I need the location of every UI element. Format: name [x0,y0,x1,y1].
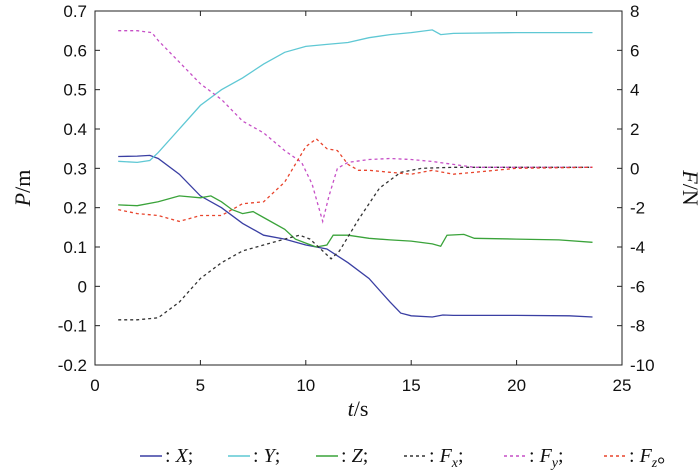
y-left-tick-label: 0.1 [63,238,87,257]
x-axis: 0 5 10 15 20 25 [90,11,631,395]
y-left-tick-label: 0.7 [63,2,87,21]
x-axis-title: t/s [348,396,369,421]
y-left-tick-label: 0.2 [63,199,87,218]
x-tick-label: 20 [507,376,526,395]
y-right-tick-label: 4 [630,81,639,100]
series-line-fz-5 [118,137,593,223]
x-tick-label: 5 [196,376,205,395]
y-right-tick-label: 0 [630,159,639,178]
y-left-tick-label: 0.6 [63,41,87,60]
y-left-tick-label: 0.4 [63,120,87,139]
y-right-tick-label: -10 [630,356,655,375]
legend-entry: : Fx; [429,445,464,471]
y-left-tick-label: 0.5 [63,81,87,100]
y-axis-right-title: F/N [678,169,700,206]
y-right-tick-label: 8 [630,2,639,21]
series-line-fy-4 [118,30,593,224]
series-line-fx-3 [118,166,593,321]
series-line-x-0 [118,154,593,318]
y-right-tick-label: 2 [630,120,639,139]
y-left-tick-label: -0.1 [58,317,87,336]
y-axis-left-title: P/m [10,170,35,208]
series-line-z-2 [118,195,593,248]
y-right-tick-label: 6 [630,41,639,60]
legend: : X; : Y; : Z; : Fx; : Fy; : Fz。 [140,445,677,471]
y-right-tick-label: -2 [630,199,645,218]
plot-lines [118,29,593,321]
y-axis-left: 0.7 0.6 0.5 0.4 0.3 0.2 0.1 0 -0.1 -0.2 [58,2,100,375]
y-right-tick-label: -8 [630,317,645,336]
y-axis-right: 8 6 4 2 0 -2 -4 -6 -8 -10 [617,2,655,375]
x-tick-label: 0 [90,376,99,395]
legend-entry: : Fz。 [629,445,677,471]
legend-entry: : Y; [253,445,280,467]
plot-frame [94,10,623,366]
y-left-tick-label: 0.3 [63,159,87,178]
legend-entry: : X; [165,445,193,467]
x-tick-label: 15 [402,376,421,395]
legend-entry: : Z; [341,445,368,467]
x-tick-label: 25 [613,376,632,395]
y-left-tick-label: -0.2 [58,356,87,375]
y-right-tick-label: -4 [630,238,645,257]
x-tick-label: 10 [296,376,315,395]
y-right-tick-label: -6 [630,277,645,296]
legend-entry: : Fy; [529,445,564,471]
y-left-tick-label: 0 [78,277,87,296]
series-line-y-1 [118,29,593,164]
